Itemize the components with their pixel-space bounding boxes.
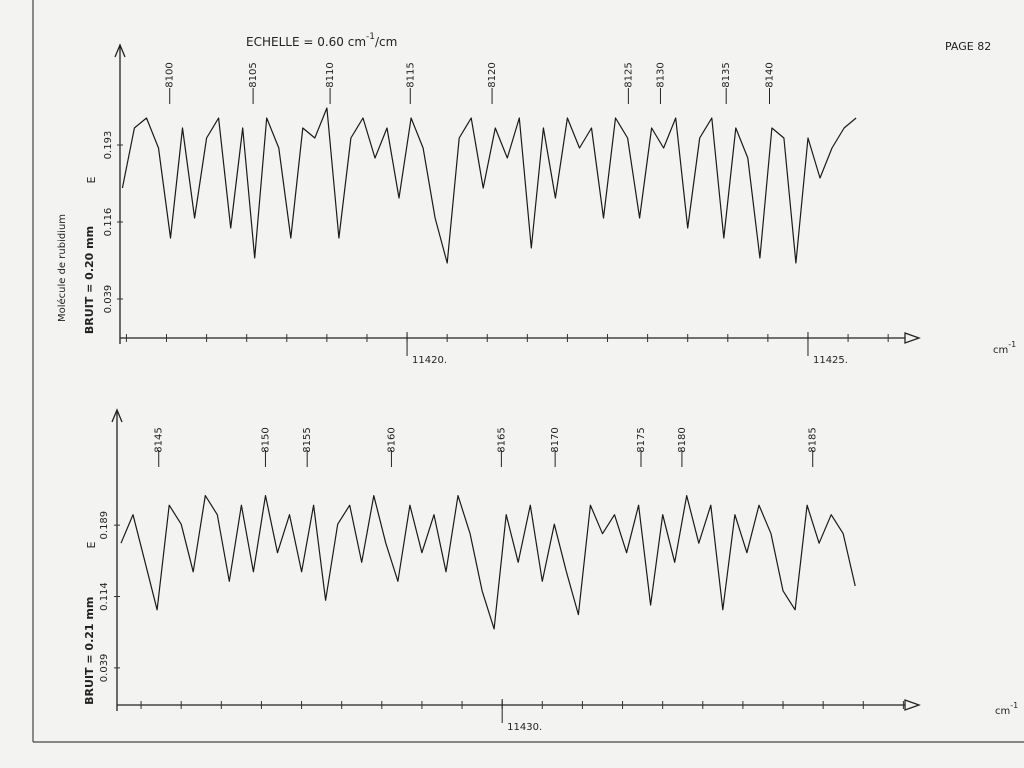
line-label: 8140 (764, 62, 775, 87)
x-tick-label: 11425. (813, 355, 848, 366)
line-label: 8100 (165, 62, 176, 87)
x-unit-base: cm (993, 345, 1008, 356)
line-label: 8165 (496, 427, 507, 452)
title-part: /cm (375, 35, 397, 49)
scale-title: ECHELLE = 0.60 cm-1/cm (246, 32, 397, 49)
x-tick-label: 11420. (412, 355, 447, 366)
line-label: 8160 (386, 427, 397, 452)
page-number: PAGE 82 (945, 40, 991, 53)
line-label: 8135 (721, 62, 732, 87)
y-tick-label: 0.116 (103, 208, 114, 237)
line-label: 8125 (623, 62, 634, 87)
spectrum (120, 495, 856, 630)
line-label: 8170 (550, 427, 561, 452)
axis-arrow (111, 408, 123, 423)
axis-arrow (904, 699, 921, 711)
line-label: 8130 (655, 62, 666, 87)
line-label: 8155 (302, 427, 313, 452)
axis-arrow (904, 332, 921, 344)
spectrum (121, 107, 857, 264)
axis-arrow (114, 43, 126, 58)
x-unit: cm-1 (995, 701, 1018, 718)
noise-label: BRUIT = 0.20 mm (83, 226, 96, 334)
y-tick-label: 0.039 (103, 285, 114, 314)
line-label: 8150 (260, 427, 271, 452)
marker-label: E (85, 541, 98, 548)
line-label: 8105 (248, 62, 259, 87)
y-tick-label: 0.189 (99, 511, 110, 540)
y-axis-title: Molécule de rubidium (56, 214, 68, 322)
y-tick-label: 0.114 (99, 582, 110, 611)
title-sup: -1 (366, 32, 375, 42)
x-tick-label: 11430. (507, 722, 542, 733)
line-label: 8115 (405, 62, 416, 87)
y-tick-label: 0.193 (103, 131, 114, 160)
x-unit: cm-1 (993, 340, 1016, 357)
line-label: 8180 (677, 427, 688, 452)
marker-label: E (85, 176, 98, 183)
line-label: 8110 (325, 62, 336, 87)
y-tick-label: 0.039 (99, 654, 110, 683)
line-label: 8175 (636, 427, 647, 452)
line-label: 8120 (487, 62, 498, 87)
x-unit-base: cm (995, 706, 1010, 717)
line-label: 8185 (808, 427, 819, 452)
line-label: 8145 (154, 427, 165, 452)
x-unit-sup: -1 (1008, 340, 1016, 349)
x-unit-sup: -1 (1010, 701, 1018, 710)
noise-label: BRUIT = 0.21 mm (83, 597, 96, 705)
title-part: ECHELLE = 0.60 cm (246, 35, 366, 49)
